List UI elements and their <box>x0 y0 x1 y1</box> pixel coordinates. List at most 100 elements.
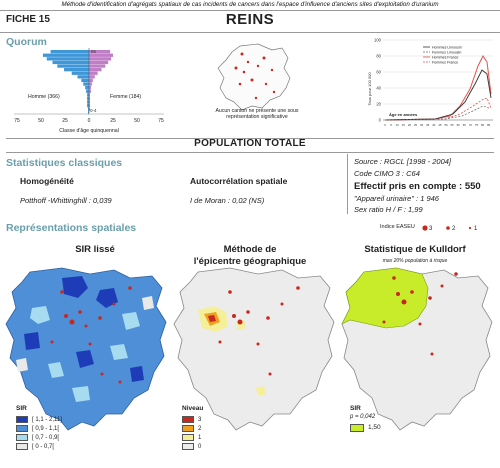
pyramid-bar-women <box>89 71 98 75</box>
pyramid-x-tick: 50 <box>134 118 140 124</box>
pyramid-bar-women <box>89 96 90 101</box>
map3-legend-value: 1,50 <box>368 424 381 431</box>
map1-legend-swatch <box>16 434 28 441</box>
fiche-label: FICHE 15 <box>6 14 50 25</box>
rates-legend-2: Femmes Limousin <box>432 51 461 55</box>
homog-value: Potthoff -Whittinghill : 0,039 <box>20 196 112 205</box>
map2-legend-title: Niveau <box>182 405 204 412</box>
document-subtitle: Méthode d'identification d'agrégats spat… <box>61 1 439 8</box>
pyramid-bar-women <box>89 57 112 61</box>
pyramid-bar-women <box>89 50 111 54</box>
rates-x-tick: 50 <box>444 123 448 127</box>
homog-label: Homogénéité <box>20 176 74 186</box>
sexratio-text: Sex ratio H / F : 1,99 <box>354 205 423 214</box>
effectif-text: Effectif pris en compte : 550 <box>354 181 481 192</box>
rates-y-tick: 100 <box>374 38 382 43</box>
section-stats-title: Statistiques classiques <box>6 157 123 169</box>
pyramid-bar-men <box>88 107 89 111</box>
population-title: POPULATION TOTALE <box>194 138 306 149</box>
map-kulldorf <box>341 267 493 431</box>
header-bar <box>0 10 500 33</box>
map1-legend-swatch <box>16 443 28 450</box>
pyramid-bar-men <box>87 104 89 108</box>
section-quorum-title: Quorum <box>6 36 47 48</box>
rates-x-tick: 80 <box>481 123 485 127</box>
quorum-map <box>217 43 291 111</box>
pyramid-bar-men <box>83 82 89 86</box>
rates-legend-4: Femmes France <box>432 61 458 65</box>
rates-x-tick: 85 <box>487 123 491 127</box>
rates-y-tick: 0 <box>379 118 382 123</box>
pyramid-top-marker: 85 <box>91 49 97 54</box>
pyramid-bar-men <box>42 53 89 57</box>
map3-title: Statistique de Kulldorf <box>364 244 466 255</box>
map2-legend-label: 3 <box>198 416 202 423</box>
pyramid-bar-women <box>89 68 102 72</box>
pyramid-bar-women <box>89 53 113 57</box>
rates-y-tick: 80 <box>376 54 381 59</box>
rates-x-tick: 25 <box>414 123 418 127</box>
pyramid-bar-men <box>87 93 89 97</box>
pyramid-bar-women <box>89 86 91 90</box>
divider-bottom <box>6 152 494 153</box>
rates-y-tick: 20 <box>376 102 381 107</box>
rates-y-tick: 40 <box>376 86 381 91</box>
pyramid-bar-men <box>81 78 89 83</box>
age-pyramid-chart: 85 0-4 Homme (366) Femme (184) 75 50 25 0 25… <box>14 48 164 134</box>
map2-legend-swatch <box>182 443 194 450</box>
map2-legend-row: 3 <box>182 415 222 424</box>
pyramid-bar-men <box>85 86 89 90</box>
rates-legend-3: Hommes France <box>432 56 459 60</box>
easeu-item-3: 3 <box>429 226 433 232</box>
divider-top <box>6 138 494 139</box>
pyramid-bar-women <box>89 60 109 65</box>
rates-y-tick: 60 <box>376 70 381 75</box>
map1-legend-label: [ 0 - 0,7[ <box>32 443 55 450</box>
map2-legend-row: 1 <box>182 433 222 442</box>
map1-legend-title: SIR <box>16 405 27 412</box>
map1-legend-swatch <box>16 416 28 423</box>
pyramid-bar-men <box>46 57 89 61</box>
map2-legend-swatch <box>182 416 194 423</box>
rates-x-tick: 20 <box>408 123 412 127</box>
easeu-item-2: 2 <box>452 226 456 232</box>
section-spatial-title: Représentations spatiales <box>6 222 137 234</box>
auto-label: Autocorrélation spatiale <box>190 176 288 186</box>
pyramid-bar-men <box>57 64 89 68</box>
rates-legend-1: Hommes Limousin <box>432 46 462 50</box>
pyramid-bar-men <box>86 89 89 93</box>
map1-legend-label: [ 1,1 - 2,11] <box>32 416 62 423</box>
map-epicentre <box>173 267 335 431</box>
pyramid-bar-women <box>89 89 91 93</box>
map1-legend: [ 1,1 - 2,11] [ 0,9 - 1,1[[ 0,7 - 0,9[[ 0… <box>16 415 76 451</box>
map2-legend-label: 0 <box>198 443 202 450</box>
easeu-label: Indice EASEU <box>380 224 415 230</box>
pyramid-bar-men <box>71 71 89 75</box>
quorum-map-note: Aucun canton ne présente une sous représ… <box>215 108 299 121</box>
pyramid-bottom-marker: 0-4 <box>90 108 97 113</box>
map1-legend-row: [ 0,7 - 0,9[ <box>16 433 76 442</box>
pyramid-bar-men <box>50 50 89 54</box>
pyramid-x-tick: 25 <box>110 118 116 124</box>
rates-x-tick: 40 <box>432 123 436 127</box>
pyramid-x-tick: 75 <box>158 118 164 124</box>
pyramid-bar-women <box>89 104 90 108</box>
map1-legend-label: [ 0,9 - 1,1[ <box>32 425 60 432</box>
map2-title-line1: Méthode de <box>223 244 277 255</box>
stats-separator <box>347 154 348 214</box>
rates-x-tick: 55 <box>451 123 455 127</box>
rates-x-tick: 0 <box>384 123 386 127</box>
map2-legend-label: 2 <box>198 425 202 432</box>
map-sir-lisse <box>5 267 167 431</box>
map2-legend-swatch <box>182 434 194 441</box>
pyramid-bar-men <box>52 60 89 65</box>
pyramid-bar-women <box>89 78 93 83</box>
pyramid-bar-men <box>64 68 89 72</box>
map3-pvalue: p = 0,042 <box>350 414 376 420</box>
pyramid-x-caption: Classe d'âge quinquennal <box>59 128 119 134</box>
pyramid-bar-women <box>89 82 92 86</box>
map1-title: SIR lissé <box>75 244 115 255</box>
auto-value: I de Moran : 0,02 (NS) <box>190 196 265 205</box>
rates-x-tick: 45 <box>438 123 442 127</box>
